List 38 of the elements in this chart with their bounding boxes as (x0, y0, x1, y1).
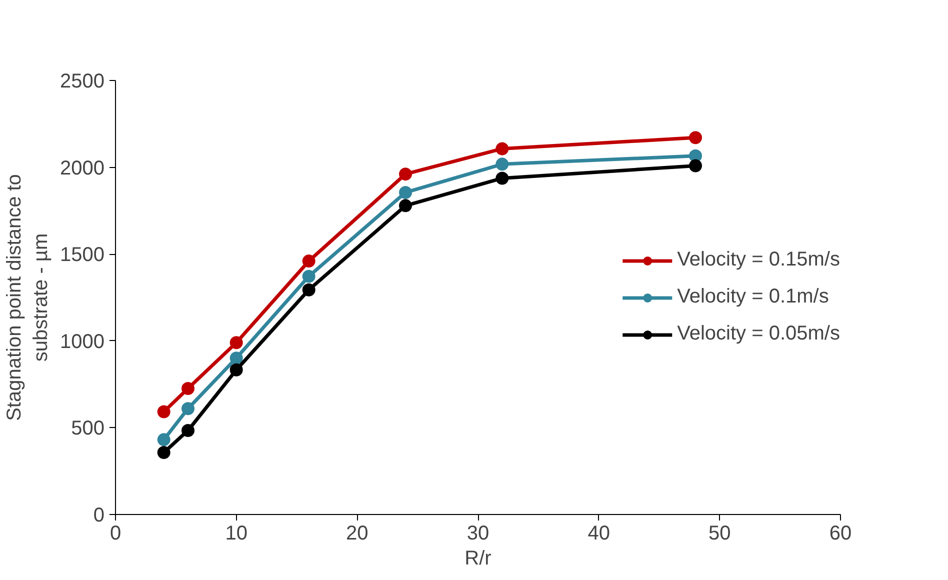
point (230, 336, 243, 350)
point (399, 199, 412, 212)
point (182, 382, 194, 395)
x-axis-title: R/r (464, 548, 492, 570)
x-tick-label: 0 (110, 522, 122, 544)
point (689, 131, 702, 144)
point (157, 405, 170, 418)
point (157, 433, 170, 446)
y-tick-label: 2500 (60, 70, 105, 92)
y-tick-label: 1000 (60, 330, 105, 353)
point (496, 172, 509, 185)
point (157, 446, 170, 460)
y-tick-label: 0 (93, 504, 104, 526)
y-tick-label: 2000 (60, 157, 105, 180)
point (230, 352, 243, 365)
point (399, 186, 412, 199)
point (230, 363, 243, 376)
x-tick-label: 60 (829, 522, 852, 544)
point (302, 270, 316, 283)
y-tick-label: 1500 (60, 244, 105, 266)
legend-label: Velocity = 0.1m/s (677, 286, 829, 308)
point (496, 142, 509, 156)
x-tick-label: 40 (588, 522, 610, 544)
x-tick-label: 30 (466, 522, 490, 544)
point (302, 283, 316, 296)
y-axis-title: Stagnation point distance to substrate - µm (4, 174, 52, 421)
point (182, 402, 194, 416)
point (399, 168, 412, 181)
y-tick-label: 500 (71, 418, 105, 440)
x-tick-label: 10 (225, 522, 248, 544)
legend-label: Velocity = 0.05m/s (677, 322, 840, 346)
point (496, 158, 509, 171)
point (689, 159, 702, 172)
point (302, 254, 316, 268)
point (182, 424, 194, 437)
legend-label: Velocity = 0.15m/s (677, 248, 840, 272)
x-tick-label: 20 (346, 522, 368, 544)
x-tick-label: 50 (708, 522, 731, 544)
